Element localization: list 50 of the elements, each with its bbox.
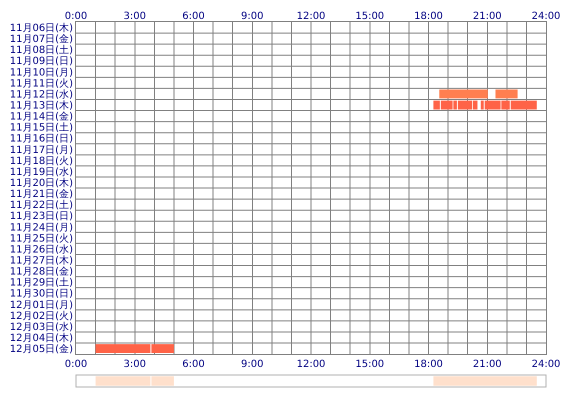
- y-tick-label: 12月02日(火): [10, 310, 74, 322]
- x2-tick-label: 21:00: [472, 359, 502, 370]
- x-tick-label: 21:00: [472, 11, 502, 22]
- y-tick-label: 11月27日(木): [10, 254, 74, 266]
- y-tick-label: 11月26日(水): [10, 243, 74, 256]
- y-tick-label: 11月18日(火): [10, 154, 74, 167]
- y-tick-label: 11月15日(土): [10, 122, 74, 134]
- x-tick-label: 6:00: [182, 11, 205, 22]
- x-tick-label: 24:00: [532, 11, 560, 22]
- y-tick-label: 11月23日(日): [10, 211, 74, 222]
- x-tick-label: 18:00: [414, 11, 443, 22]
- y-tick-label: 11月10日(月): [10, 67, 74, 78]
- x2-tick-label: 6:00: [182, 359, 205, 370]
- bar: [439, 90, 488, 98]
- x-tick-label: 12:00: [296, 11, 326, 22]
- x2-tick-label: 18:00: [414, 359, 443, 370]
- y-tick-label: 11月09日(日): [10, 56, 74, 68]
- y-tick-label: 11月14日(金): [10, 110, 74, 123]
- bar: [495, 90, 518, 98]
- y-tick-label: 11月08日(土): [10, 44, 74, 56]
- y-tick-label: 11月30日(日): [10, 288, 74, 300]
- y-tick-label: 12月01日(月): [10, 300, 74, 311]
- y-tick-label: 11月12日(水): [10, 88, 74, 100]
- y-tick-label: 11月19日(水): [10, 166, 74, 178]
- y-tick-label: 11月07日(金): [10, 33, 74, 46]
- y-tick-label: 11月25日(火): [10, 232, 74, 244]
- y-tick-label: 12月04日(木): [10, 332, 74, 344]
- y-tick-label: 11月20日(木): [10, 177, 74, 190]
- x-tick-label: 15:00: [355, 11, 384, 22]
- x-tick-label: 3:00: [124, 11, 146, 22]
- y-tick-label: 11月28日(金): [10, 266, 74, 278]
- y-tick-label: 11月24日(月): [10, 222, 74, 234]
- y-tick-label: 11月29日(土): [10, 276, 74, 289]
- x2-tick-label: 9:00: [241, 359, 264, 370]
- y-tick-label: 11月11日(火): [10, 77, 74, 90]
- x2-tick-label: 24:00: [532, 359, 560, 370]
- x2-tick-label: 15:00: [355, 359, 384, 370]
- y-tick-label: 12月05日(金): [10, 343, 74, 356]
- y-tick-label: 12月03日(水): [10, 320, 74, 333]
- x-tick-label: 0:00: [64, 11, 88, 22]
- y-tick-label: 11月06日(木): [10, 22, 74, 34]
- y-tick-label: 11月21日(金): [10, 188, 74, 200]
- x2-tick-label: 3:00: [124, 359, 146, 370]
- y-tick-label: 11月17日(月): [10, 144, 74, 156]
- x2-tick-label: 12:00: [296, 359, 326, 370]
- y-tick-label: 11月13日(木): [10, 100, 74, 112]
- x-tick-label: 9:00: [241, 11, 264, 22]
- y-tick-label: 11月16日(日): [10, 134, 74, 145]
- y-tick-label: 11月22日(土): [10, 199, 74, 212]
- x2-tick-label: 0:00: [64, 359, 88, 370]
